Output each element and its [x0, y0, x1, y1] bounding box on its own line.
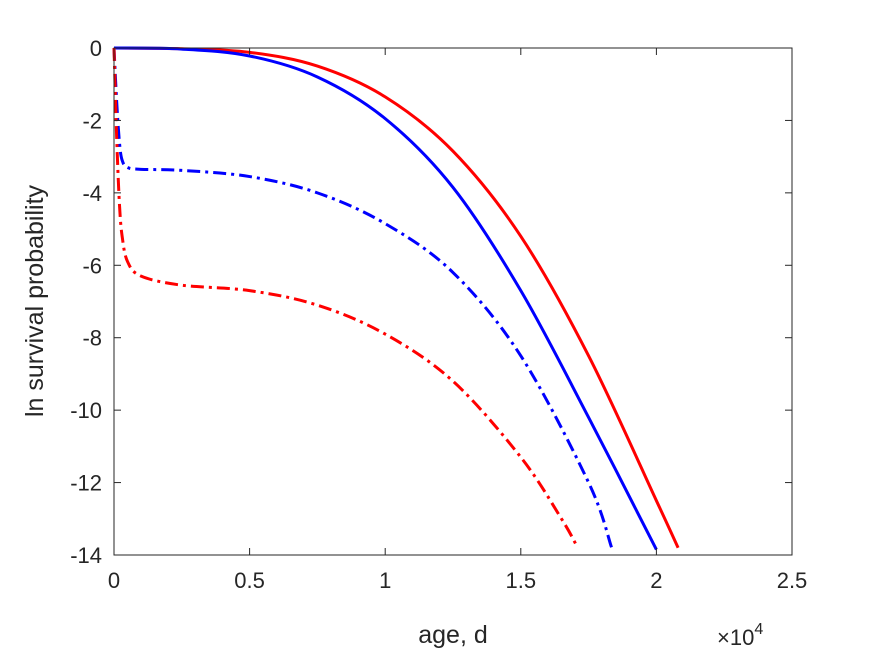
y-tick-label: -2	[82, 108, 102, 133]
y-tick-label: -10	[70, 398, 102, 423]
tick-layer: 0 0.5 1 1.5 2 2.5 0 -2 -4 -6 -8 -10 -12 -14	[70, 36, 807, 593]
x-exponent-power: 4	[754, 621, 763, 638]
y-tick-label: 0	[90, 36, 102, 61]
x-exponent-label: ×104	[717, 621, 763, 650]
y-tick-label: -12	[70, 471, 102, 496]
y-axis-label: ln survival probability	[21, 184, 49, 417]
x-axis-label: age, d	[418, 621, 488, 649]
plot-frame	[113, 47, 793, 556]
series-line-3	[112, 47, 614, 549]
x-exponent-base: ×10	[717, 625, 754, 650]
x-tick-label: 0.5	[234, 568, 265, 593]
x-tick-label: 1.5	[506, 568, 537, 593]
series-line-4	[112, 47, 580, 549]
y-tick-label: -8	[82, 326, 102, 351]
x-tick-label: 2.5	[777, 568, 808, 593]
series-layer	[112, 46, 680, 551]
series-line-1	[113, 46, 680, 549]
series-line-2	[113, 46, 658, 551]
y-tick-label: -4	[82, 181, 102, 206]
y-tick-label: -6	[82, 253, 102, 278]
y-tick-label: -14	[70, 543, 102, 568]
x-tick-label: 0	[108, 568, 120, 593]
x-tick-label: 1	[379, 568, 391, 593]
x-tick-label: 2	[650, 568, 662, 593]
plot-area	[114, 48, 792, 555]
